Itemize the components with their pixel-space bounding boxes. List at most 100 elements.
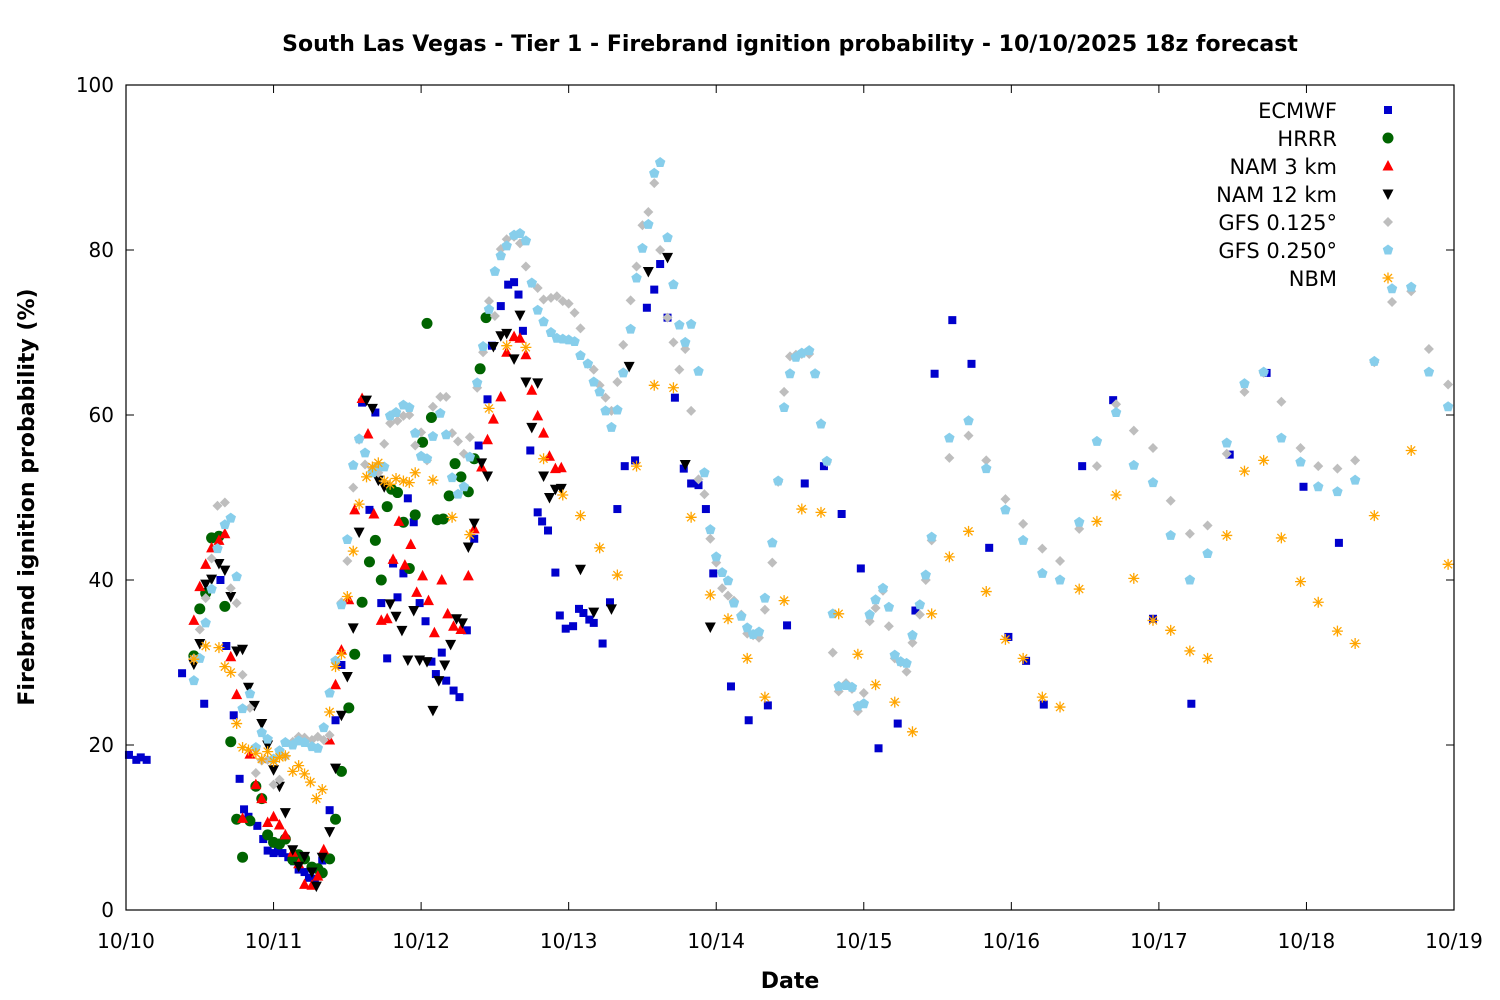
data-point xyxy=(1073,583,1085,595)
data-point xyxy=(1313,481,1324,492)
data-point xyxy=(392,487,404,499)
data-point xyxy=(870,603,881,614)
data-point xyxy=(625,295,636,306)
data-point xyxy=(194,624,205,635)
data-point xyxy=(1313,461,1324,472)
data-point xyxy=(1312,596,1324,608)
data-point xyxy=(518,326,527,335)
data-point xyxy=(1202,548,1213,559)
legend-label: ECMWF xyxy=(1258,99,1337,123)
series-nbm xyxy=(188,340,1454,805)
data-point xyxy=(705,524,716,535)
data-point xyxy=(611,569,623,581)
data-point xyxy=(316,784,328,796)
data-point xyxy=(662,252,674,264)
data-point xyxy=(1238,465,1250,477)
data-point xyxy=(514,310,526,322)
data-point xyxy=(448,620,460,631)
data-point xyxy=(324,827,336,838)
data-point xyxy=(213,559,225,570)
data-point xyxy=(1037,567,1048,578)
data-point xyxy=(225,592,237,603)
data-point xyxy=(532,304,543,315)
data-point xyxy=(1165,624,1177,636)
data-point xyxy=(372,457,384,469)
series-gfs-0-250- xyxy=(188,157,1454,764)
data-point xyxy=(674,319,685,330)
legend-label: GFS 0.250° xyxy=(1218,239,1337,263)
data-point xyxy=(555,483,567,495)
data-point xyxy=(279,808,291,819)
data-point xyxy=(514,228,526,238)
data-point xyxy=(330,813,342,825)
data-point xyxy=(440,429,452,440)
data-point xyxy=(304,776,316,788)
data-point xyxy=(561,624,570,633)
data-point xyxy=(870,594,881,605)
data-point xyxy=(384,599,396,610)
data-point xyxy=(819,462,828,471)
data-point xyxy=(194,603,206,615)
data-point xyxy=(594,386,605,397)
data-point xyxy=(944,432,955,443)
data-point xyxy=(299,851,311,863)
y-tick-label: 40 xyxy=(89,568,114,592)
data-point xyxy=(852,648,864,660)
data-point xyxy=(1055,556,1066,567)
data-point xyxy=(348,482,359,493)
data-point xyxy=(1017,534,1029,545)
data-point xyxy=(555,611,564,620)
data-point xyxy=(483,303,495,314)
data-point xyxy=(287,765,299,777)
data-point xyxy=(409,467,421,479)
data-point xyxy=(200,593,211,604)
data-point xyxy=(893,719,902,728)
data-point xyxy=(200,558,212,569)
data-point xyxy=(361,395,373,407)
data-point xyxy=(526,422,538,434)
data-point xyxy=(231,598,242,609)
data-point xyxy=(600,405,611,416)
data-point xyxy=(268,756,280,767)
data-point xyxy=(263,846,272,855)
data-point xyxy=(699,489,710,500)
data-point xyxy=(256,792,268,804)
data-point xyxy=(744,716,753,725)
data-point xyxy=(330,661,342,673)
data-point xyxy=(883,621,894,632)
data-point xyxy=(268,779,279,790)
data-point xyxy=(501,346,513,357)
data-point xyxy=(341,672,353,683)
data-point xyxy=(480,312,492,324)
data-point xyxy=(501,240,512,251)
data-point xyxy=(668,337,679,348)
data-point xyxy=(435,407,446,418)
y-tick-label: 80 xyxy=(89,238,114,262)
data-point xyxy=(325,806,334,815)
data-point xyxy=(1369,355,1380,366)
data-point xyxy=(331,716,340,725)
data-point xyxy=(710,551,722,562)
data-point xyxy=(287,845,299,856)
data-point xyxy=(446,472,458,483)
data-point xyxy=(606,421,617,432)
data-point xyxy=(705,533,716,544)
data-point xyxy=(262,816,274,828)
data-point xyxy=(235,774,244,783)
data-point xyxy=(1239,378,1250,389)
data-point xyxy=(324,706,336,718)
data-point xyxy=(648,379,660,391)
data-point xyxy=(451,614,463,625)
data-point xyxy=(231,718,243,730)
data-point xyxy=(318,722,329,733)
data-point xyxy=(496,302,505,311)
data-point xyxy=(967,359,976,368)
data-point xyxy=(585,615,594,624)
data-point xyxy=(1442,401,1454,412)
data-point xyxy=(668,279,679,290)
data-point xyxy=(827,647,838,658)
data-point xyxy=(656,260,665,269)
data-point xyxy=(256,719,268,730)
data-point xyxy=(483,395,492,404)
data-point xyxy=(259,835,268,844)
